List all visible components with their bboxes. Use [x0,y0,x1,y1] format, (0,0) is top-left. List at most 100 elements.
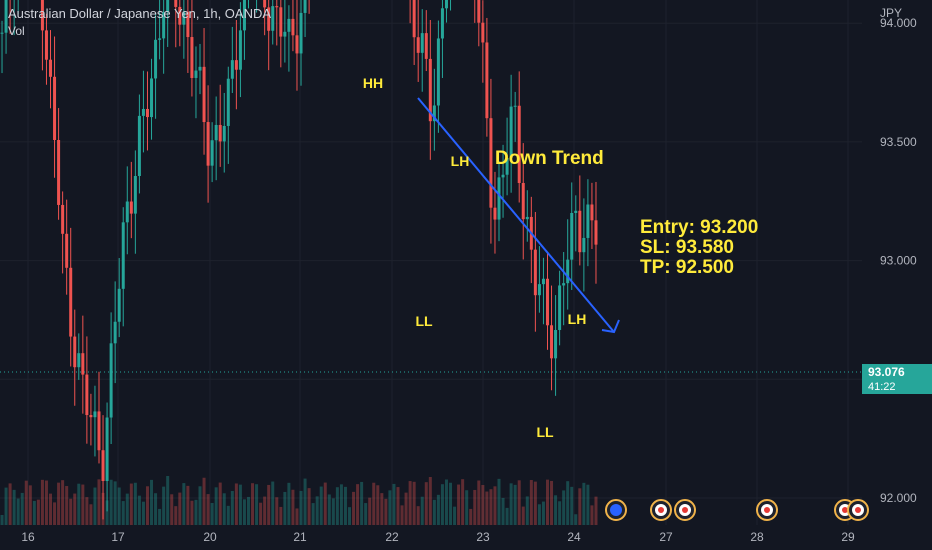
volume-bar [20,492,24,525]
time-axis[interactable]: 16 17 20 21 22 23 24 27 28 29 [21,530,855,544]
candle-body [77,353,81,368]
candle-body [61,204,65,234]
price-axis[interactable]: 92.00092.50093.00093.50094.00094.50095.0… [880,0,917,505]
volume-bar [307,488,311,525]
volume-bar [222,493,226,525]
candle-body [440,8,444,39]
candle-body [533,249,537,296]
bar-countdown: 41:22 [862,380,932,394]
volume-bar [299,490,303,525]
volume-bar [194,499,198,525]
volume-bar [287,482,291,525]
event-markers [605,499,869,521]
volume-bar [32,500,36,525]
candle-body [541,278,545,285]
candle-body [545,278,549,326]
volume-bar [501,497,505,525]
volume-bar [49,493,53,525]
volume-bar [77,483,81,525]
volume-bar [440,484,444,525]
swing-label-lh: LH [451,153,470,169]
volume-bars [0,476,598,525]
volume-bar [218,482,222,525]
volume-bar [586,484,590,525]
volume-bar [186,485,190,525]
candle-body [109,343,113,418]
candle-body [137,115,141,176]
down-trend-line[interactable] [417,97,615,333]
volume-bar [323,482,327,525]
candle-body [154,39,158,79]
volume-bar [267,484,271,525]
volume-bar [12,489,16,525]
trend-arrowhead [601,319,620,334]
volume-bar [97,479,101,525]
time-tick-label: 17 [111,530,125,544]
candle-body [299,12,303,54]
volume-bar [263,496,267,525]
time-tick-label: 27 [659,530,673,544]
candle-body [125,201,129,223]
volume-bar [178,492,182,525]
volume-bar [529,480,533,525]
candle-body [263,0,267,8]
swing-label-hh: HH [363,75,383,91]
volume-bar [541,501,545,525]
volume-bar [121,501,125,525]
candle-body [218,124,222,142]
volume-bar [582,482,586,525]
volume-bar [93,487,97,525]
time-tick-label: 28 [750,530,764,544]
volume-bar [303,478,307,525]
volume-bar [432,499,436,525]
volume-bar [412,481,416,525]
volume-bar [521,506,525,525]
volume-bar [348,507,352,525]
candle-body [436,38,440,106]
volume-bar [251,483,255,525]
volume-bar [493,486,497,525]
volume-bar [505,507,509,525]
volume-bar [343,486,347,525]
volume-bar [449,482,453,525]
candle-body [166,0,170,13]
price-tick-label: 93.500 [880,135,917,149]
volume-bar [570,486,574,525]
candle-body [267,7,271,31]
volume-bar [513,484,517,525]
volume-bar [566,481,570,525]
volume-bar [113,481,117,525]
candle-body [562,283,566,286]
volume-bar [214,487,218,525]
volume-bar [125,493,129,525]
volume-bar [388,490,392,525]
candle-body [420,33,424,53]
time-tick-label: 23 [476,530,490,544]
flag-jp-sun-icon [764,507,770,513]
volume-bar [477,480,481,525]
volume-bar [162,486,166,525]
volume-bar [537,504,541,525]
flag-jp-sun-icon [682,507,688,513]
candle-body [69,267,73,337]
volume-bar [174,506,178,525]
volume-bar [485,491,489,525]
swing-label-ll: LL [415,313,433,329]
candle-body [174,0,178,7]
volume-bar [141,501,145,525]
candle-body [537,284,541,296]
volume-bar [210,502,214,525]
swing-label-ll: LL [536,424,554,440]
grid-lines [0,0,862,525]
trade-info-line: SL: 93.580 [640,237,734,258]
volume-bar [65,486,69,525]
volume-bar [327,494,331,525]
volume-bar [24,480,28,525]
candle-body [145,108,149,118]
time-tick-label: 21 [293,530,307,544]
volume-bar [420,496,424,525]
candle-body [49,59,53,77]
volume-bar [562,490,566,525]
